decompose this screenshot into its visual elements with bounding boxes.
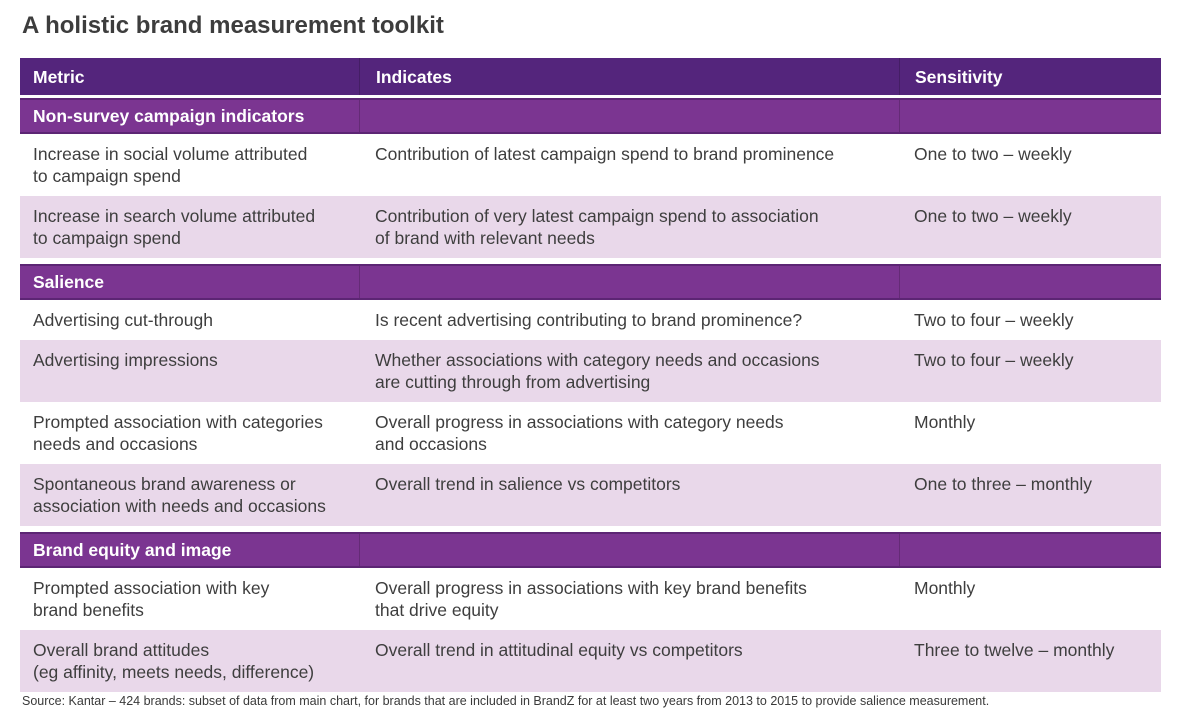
table-row: Overall brand attitudes (eg affinity, me… xyxy=(20,630,1161,692)
metric-cell: Increase in social volume attributed to … xyxy=(33,144,308,186)
metric-cell: Advertising cut-through xyxy=(33,310,213,330)
indicates-cell: Whether associations with category needs… xyxy=(375,350,820,392)
metric-cell: Overall brand attitudes (eg affinity, me… xyxy=(33,640,315,682)
section-band: Non-survey campaign indicators xyxy=(20,98,1161,134)
sensitivity-cell: One to two – weekly xyxy=(914,144,1072,164)
section-title: Salience xyxy=(33,272,105,292)
column-header-metric: Metric xyxy=(33,66,85,87)
page-title: A holistic brand measurement toolkit xyxy=(22,12,444,39)
section-band-spacer xyxy=(359,534,899,566)
section-band-spacer xyxy=(899,100,1161,132)
section-band: Brand equity and image xyxy=(20,532,1161,568)
table-row: Increase in social volume attributed to … xyxy=(20,134,1161,196)
table-row: Increase in search volume attributed to … xyxy=(20,196,1161,258)
sensitivity-cell: Three to twelve – monthly xyxy=(914,640,1115,660)
table-header-row: Metric Indicates Sensitivity xyxy=(20,58,1161,95)
sensitivity-cell: Monthly xyxy=(914,412,976,432)
table-body: Non-survey campaign indicators Increase i… xyxy=(20,98,1161,692)
section-band: Salience xyxy=(20,264,1161,300)
metric-cell: Spontaneous brand awareness or associati… xyxy=(33,474,326,516)
metric-cell: Prompted association with key brand bene… xyxy=(33,578,270,620)
sensitivity-cell: Two to four – weekly xyxy=(914,350,1074,370)
sensitivity-cell: One to two – weekly xyxy=(914,206,1072,226)
indicates-cell: Is recent advertising contributing to br… xyxy=(375,310,803,330)
metric-cell: Increase in search volume attributed to … xyxy=(33,206,316,248)
metric-cell: Advertising impressions xyxy=(33,350,218,370)
table-row: Advertising cut-through Is recent adverti… xyxy=(20,300,1161,340)
sensitivity-cell: Monthly xyxy=(914,578,976,598)
indicates-cell: Contribution of latest campaign spend to… xyxy=(375,144,835,164)
sensitivity-cell: Two to four – weekly xyxy=(914,310,1074,330)
section-title: Non-survey campaign indicators xyxy=(33,106,305,126)
column-header-sensitivity: Sensitivity xyxy=(899,58,1161,95)
indicates-cell: Overall progress in associations with ke… xyxy=(375,578,807,620)
section-band-spacer xyxy=(899,266,1161,298)
indicates-cell: Contribution of very latest campaign spe… xyxy=(375,206,819,248)
section-band-spacer xyxy=(359,100,899,132)
source-note: Source: Kantar – 424 brands: subset of d… xyxy=(22,694,990,708)
brand-measurement-table: Metric Indicates Sensitivity Non-survey … xyxy=(20,58,1161,692)
sensitivity-cell: One to three – monthly xyxy=(914,474,1093,494)
section-band-spacer xyxy=(899,534,1161,566)
section-band-spacer xyxy=(359,266,899,298)
indicates-cell: Overall trend in salience vs competitors xyxy=(375,474,681,494)
table-row: Advertising impressions Whether associati… xyxy=(20,340,1161,402)
indicates-cell: Overall progress in associations with ca… xyxy=(375,412,784,454)
table-row: Spontaneous brand awareness or associati… xyxy=(20,464,1161,526)
table-row: Prompted association with categories nee… xyxy=(20,402,1161,464)
column-header-indicates: Indicates xyxy=(359,58,899,95)
indicates-cell: Overall trend in attitudinal equity vs c… xyxy=(375,640,743,660)
metric-cell: Prompted association with categories nee… xyxy=(33,412,323,454)
table-row: Prompted association with key brand bene… xyxy=(20,568,1161,630)
section-title: Brand equity and image xyxy=(33,540,232,560)
